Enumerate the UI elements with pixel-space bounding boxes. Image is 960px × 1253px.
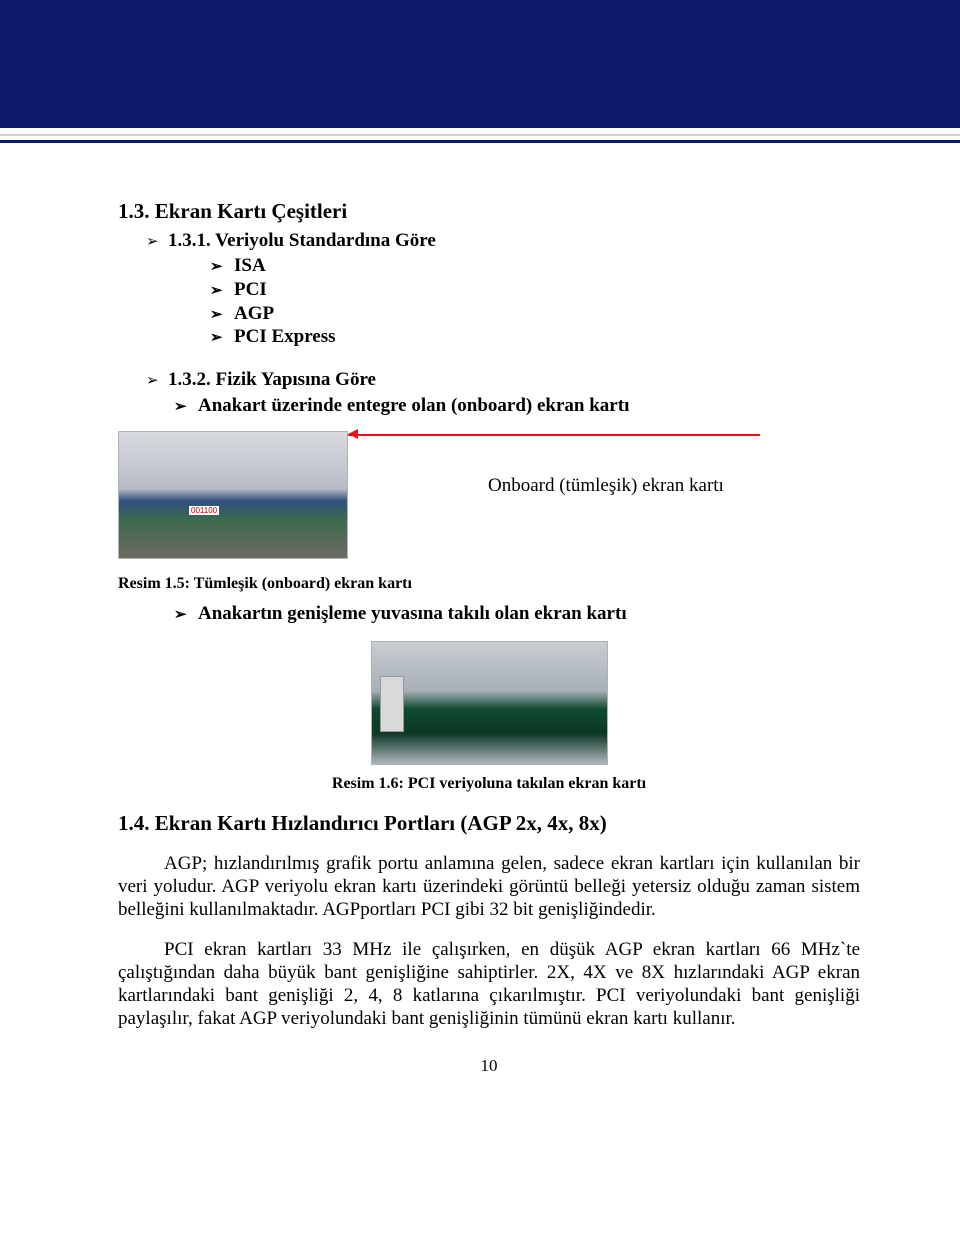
- figure-1-callout: Onboard (tümleşik) ekran kartı: [488, 474, 860, 498]
- section-1-3-2-title: 1.3.2. Fizik Yapısına Göre: [168, 369, 376, 391]
- list-item-label: Anakartın genişleme yuvasına takılı olan…: [198, 603, 627, 625]
- list-item: ➢ PCI: [210, 278, 860, 302]
- bullet-icon: ➢: [210, 306, 234, 325]
- bullet-icon: ➢: [146, 371, 168, 389]
- list-item: ➢ PCI Express: [210, 325, 860, 349]
- para-2: PCI ekran kartları 33 MHz ile çalışırken…: [118, 938, 860, 1031]
- list-item: ➢ AGP: [210, 302, 860, 326]
- bus-standard-list: ➢ ISA ➢ PCI ➢ AGP ➢ PCI Express: [210, 254, 860, 349]
- section-1-3-title: 1.3. Ekran Kartı Çeşitleri: [118, 199, 860, 224]
- arrow-line-icon: [348, 434, 760, 436]
- bullet-icon: ➢: [210, 282, 234, 301]
- bullet-icon: ➢: [210, 329, 234, 348]
- physical-list: ➢ Anakart üzerinde entegre olan (onboard…: [174, 395, 860, 417]
- figure-1-caption: Resim 1.5: Tümleşik (onboard) ekran kart…: [118, 575, 860, 593]
- header-band: [0, 0, 960, 128]
- list-item-label: ISA: [234, 254, 266, 278]
- arrow-head-icon: [348, 429, 358, 439]
- bullet-icon: ➢: [174, 605, 198, 623]
- section-1-4-title: 1.4. Ekran Kartı Hızlandırıcı Portları (…: [118, 811, 860, 836]
- list-item-label: Anakart üzerinde entegre olan (onboard) …: [198, 395, 629, 417]
- figure-2-image: [371, 641, 608, 765]
- list-item-label: AGP: [234, 302, 274, 326]
- figure-1-row: 001100 Onboard (tümleşik) ekran kartı: [118, 431, 860, 559]
- physical-list-2: ➢ Anakartın genişleme yuvasına takılı ol…: [174, 603, 860, 625]
- figure-1-chip-label: 001100: [189, 506, 219, 515]
- list-item: ➢ Anakartın genişleme yuvasına takılı ol…: [174, 603, 860, 625]
- figure-1-image: 001100: [118, 431, 348, 559]
- page-number: 10: [118, 1056, 860, 1076]
- list-item-label: PCI: [234, 278, 267, 302]
- list-item-label: PCI Express: [234, 325, 336, 349]
- figure-1-arrow: Onboard (tümleşik) ekran kartı: [378, 492, 860, 498]
- section-1-3-1-row: ➢ 1.3.1. Veriyolu Standardına Göre: [146, 230, 860, 252]
- figure-2-wrap: [118, 641, 860, 765]
- bullet-icon: ➢: [174, 397, 198, 415]
- header-divider: [0, 134, 960, 136]
- para-1: AGP; hızlandırılmış grafik portu anlamın…: [118, 852, 860, 922]
- section-1-3-2-row: ➢ 1.3.2. Fizik Yapısına Göre: [146, 369, 860, 391]
- figure-2-caption: Resim 1.6: PCI veriyoluna takılan ekran …: [118, 775, 860, 793]
- page-content: 1.3. Ekran Kartı Çeşitleri ➢ 1.3.1. Veri…: [0, 143, 960, 1106]
- list-item: ➢ ISA: [210, 254, 860, 278]
- list-item: ➢ Anakart üzerinde entegre olan (onboard…: [174, 395, 860, 417]
- bullet-icon: ➢: [210, 258, 234, 277]
- bullet-icon: ➢: [146, 232, 168, 250]
- section-1-3-1-title: 1.3.1. Veriyolu Standardına Göre: [168, 230, 436, 252]
